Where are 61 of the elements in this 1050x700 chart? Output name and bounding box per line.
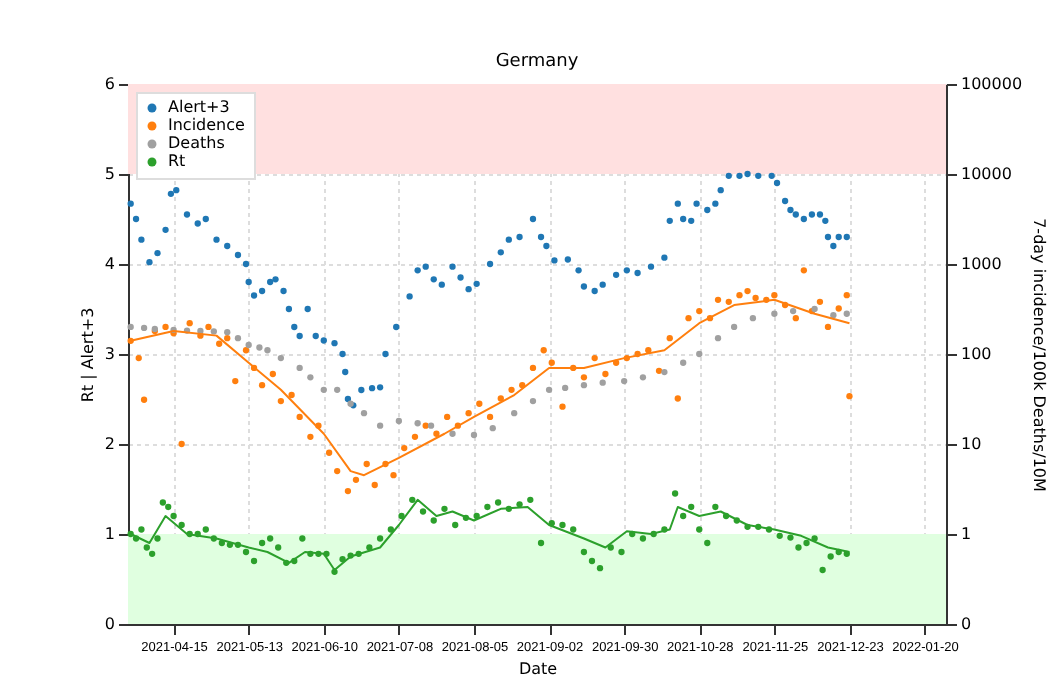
point: [395, 417, 403, 425]
point: [127, 323, 134, 331]
point: [511, 410, 518, 417]
point: [789, 307, 797, 315]
point: [714, 335, 722, 342]
point: [414, 420, 421, 427]
point: [639, 374, 647, 381]
y-tick-label: 5: [104, 165, 115, 183]
point: [427, 422, 435, 429]
y-tick-label: 3: [104, 345, 115, 363]
legend-label: Deaths: [168, 134, 225, 152]
y2-tick-label: 1: [961, 525, 972, 543]
y2-tick-label: 10: [961, 435, 982, 453]
y-tick-label: 4: [104, 255, 115, 273]
legend-label: Alert+3: [168, 98, 230, 116]
point: [296, 364, 303, 372]
point: [470, 431, 478, 439]
point: [234, 335, 242, 342]
point: [562, 384, 569, 392]
point: [830, 312, 837, 319]
point: [580, 382, 588, 389]
point: [749, 315, 757, 322]
legend-label: Incidence: [168, 116, 246, 134]
y2-tick-label: 0: [961, 615, 972, 633]
point: [529, 397, 537, 405]
x-axis-title: Date: [518, 660, 558, 678]
y-tick-label: 1: [104, 525, 115, 543]
y2-tick-label: 1000: [961, 255, 1002, 273]
point: [730, 323, 738, 331]
y-tick-label: 2: [104, 435, 115, 453]
point: [256, 344, 263, 351]
point: [320, 386, 327, 393]
y2-axis-title: 7-day incidence/100k Deaths/10M: [1030, 218, 1049, 492]
point: [771, 310, 778, 317]
point: [334, 386, 341, 393]
point: [224, 328, 231, 336]
y-tick-label: 6: [104, 75, 115, 93]
point: [210, 328, 217, 335]
point: [449, 430, 456, 437]
y-axis-title: Rt | Alert+3: [78, 307, 97, 403]
point: [245, 341, 252, 349]
point: [621, 377, 628, 385]
point: [680, 359, 687, 366]
point: [360, 410, 368, 417]
point: [661, 368, 668, 376]
legend-label: Rt: [168, 152, 186, 170]
point: [545, 386, 553, 393]
point: [696, 350, 703, 358]
point: [843, 310, 850, 317]
point: [140, 324, 148, 332]
point: [264, 347, 271, 354]
point: [599, 379, 606, 386]
chart-title: Germany: [495, 52, 580, 72]
point: [489, 425, 496, 432]
y-tick-label: 0: [104, 615, 115, 633]
y2-tick-label: 10000: [961, 165, 1012, 183]
y2-tick-label: 100000: [961, 75, 1023, 93]
point: [376, 422, 384, 429]
y2-tick-label: 100: [961, 345, 992, 363]
point: [307, 374, 314, 381]
point: [277, 354, 285, 362]
